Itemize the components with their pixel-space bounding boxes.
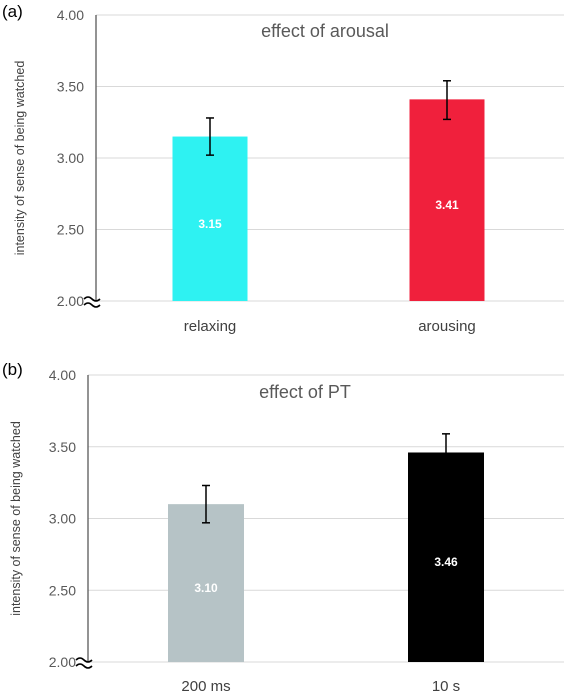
- chart-panel-a: (a) 2.00 2.50 3.00 3.50 4.00 effect of arousa…: [0, 0, 566, 345]
- axis-break-mark: [83, 296, 101, 302]
- y-tick-label: 3.00: [49, 511, 76, 527]
- bar-chart-arousal: 2.00 2.50 3.00 3.50 4.00 effect of arousal int…: [13, 7, 564, 335]
- y-tick-label: 2.50: [49, 582, 76, 598]
- panel-label: (a): [2, 2, 23, 21]
- bar: [409, 99, 485, 302]
- bar-value-label: 3.10: [194, 581, 218, 595]
- chart-title: effect of arousal: [261, 21, 389, 41]
- x-category-label: 10 s: [432, 678, 460, 695]
- axis-break-mark: [75, 663, 93, 669]
- y-tick-label: 3.50: [49, 439, 76, 455]
- chart-panel-b: (b) 2.00 2.50 3.00 3.50 4.00 effect of PT inte…: [0, 358, 566, 698]
- y-tick-label: 4.00: [49, 367, 76, 383]
- bar: [168, 504, 244, 662]
- panel-label: (b): [2, 360, 23, 379]
- y-axis-label: intensity of sense of being watched: [9, 421, 23, 616]
- axis-break-mark: [75, 657, 93, 663]
- bar-value-label: 3.46: [434, 555, 458, 569]
- x-category-label: relaxing: [184, 318, 237, 335]
- bar-chart-pt: 2.00 2.50 3.00 3.50 4.00 effect of PT intensit…: [9, 367, 564, 695]
- bar-value-label: 3.15: [198, 217, 222, 231]
- bar: [172, 136, 248, 301]
- y-tick-label: 3.00: [57, 150, 84, 166]
- bar: [408, 452, 484, 662]
- y-tick-label: 4.00: [57, 7, 84, 23]
- x-category-label: 200 ms: [181, 678, 230, 695]
- y-tick-label: 2.00: [49, 654, 76, 670]
- bar-value-label: 3.41: [435, 198, 459, 212]
- y-axis-label: intensity of sense of being watched: [13, 61, 27, 256]
- axis-break-mark: [83, 302, 101, 308]
- y-tick-label: 3.50: [57, 79, 84, 95]
- y-tick-label: 2.50: [57, 222, 84, 238]
- y-tick-label: 2.00: [57, 293, 84, 309]
- x-category-label: arousing: [418, 318, 476, 335]
- chart-title: effect of PT: [259, 382, 351, 402]
